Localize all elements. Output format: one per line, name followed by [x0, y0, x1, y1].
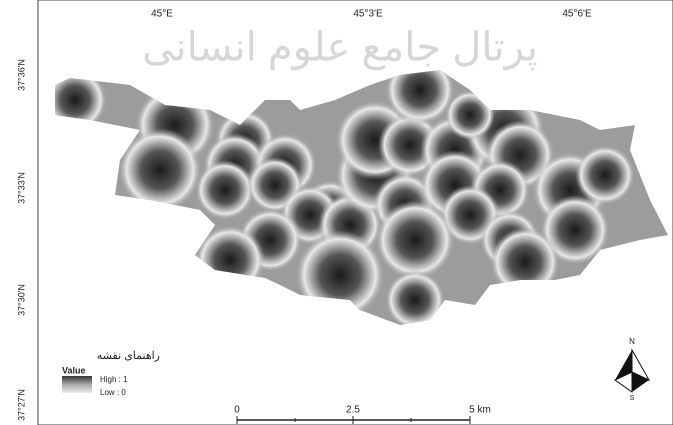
scale-label: 0: [234, 405, 240, 416]
density-hotspot: [575, 145, 635, 205]
scale-label: 2.5: [346, 405, 360, 416]
north-label: N: [629, 337, 635, 346]
density-hotspot: [445, 90, 495, 140]
north-arrow: N S: [614, 337, 651, 402]
lon-label: 45°6'E: [562, 9, 592, 20]
lat-label: 37°27'N: [16, 389, 26, 421]
legend-low: Low : 0: [100, 388, 126, 397]
legend-swatch: [62, 376, 92, 393]
lat-label: 37°30'N: [16, 284, 26, 316]
legend-field: Value: [62, 365, 86, 375]
arrow-left: [615, 350, 632, 380]
density-hotspot: [490, 227, 560, 297]
legend-title: راهنمای نقشه: [97, 350, 160, 362]
legend: راهنمای نقشه Value High : 1 Low : 0: [62, 350, 160, 397]
longitude-labels: 45°E 45°3'E 45°6'E: [151, 9, 592, 20]
scale-bar: 0 2.5 5 km: [234, 405, 491, 424]
legend-high: High : 1: [100, 375, 128, 384]
density-hotspot: [195, 160, 255, 220]
density-hotspot: [375, 200, 455, 280]
lat-label: 37°33'N: [16, 172, 26, 204]
watermark: پرتال جامع علوم انسانی: [142, 26, 538, 71]
arrow-tail-right: [632, 372, 649, 392]
lon-label: 45°E: [151, 9, 173, 20]
latitude-labels: 37°36'N 37°33'N 37°30'N 37°27'N: [16, 59, 26, 421]
density-hotspot: [540, 195, 610, 265]
scale-label: 5 km: [469, 405, 491, 416]
density-hotspot: [385, 270, 445, 325]
density-hotspot: [118, 128, 202, 212]
south-label: S: [630, 395, 635, 402]
lat-label: 37°36'N: [16, 59, 26, 91]
lon-label: 45°3'E: [353, 9, 383, 20]
